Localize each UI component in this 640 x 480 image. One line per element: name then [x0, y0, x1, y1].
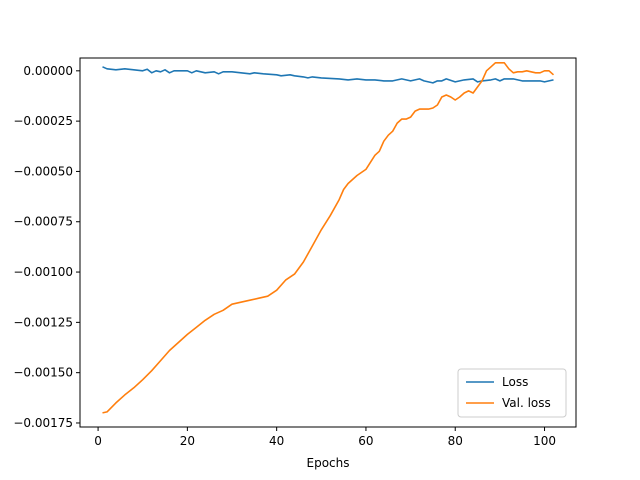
x-axis-ticks: 0 20 40 60 80 100 [94, 427, 556, 448]
legend-box [457, 368, 567, 418]
y-tick-label: −0.00125 [13, 315, 73, 329]
x-tick-label: 100 [533, 434, 556, 448]
y-tick-label: −0.00025 [13, 114, 73, 128]
x-tick-label: 40 [269, 434, 284, 448]
x-tick-label: 20 [180, 434, 195, 448]
y-tick-label: −0.00100 [13, 265, 73, 279]
legend: Loss Val. loss [457, 368, 567, 418]
y-tick-label: −0.00050 [13, 164, 73, 178]
y-tick-label: −0.00075 [13, 215, 73, 229]
series-line-val-loss [102, 61, 555, 414]
x-tick-label: 60 [358, 434, 373, 448]
plot-frame [79, 57, 577, 428]
y-tick-label: −0.00175 [13, 416, 73, 430]
x-tick-label: 80 [448, 434, 463, 448]
y-tick-label: −0.00150 [13, 366, 73, 380]
legend-label-loss: Loss [502, 375, 528, 389]
x-tick-label: 0 [94, 434, 102, 448]
y-axis-ticks: 0.00000 −0.00025 −0.00050 −0.00075 −0.00100 −… [13, 64, 80, 430]
series-line-loss [102, 66, 554, 84]
y-tick-label: 0.00000 [23, 64, 73, 78]
x-axis-label: Epochs [307, 456, 350, 470]
series-layer [102, 61, 555, 414]
legend-label-val-loss: Val. loss [502, 396, 551, 410]
